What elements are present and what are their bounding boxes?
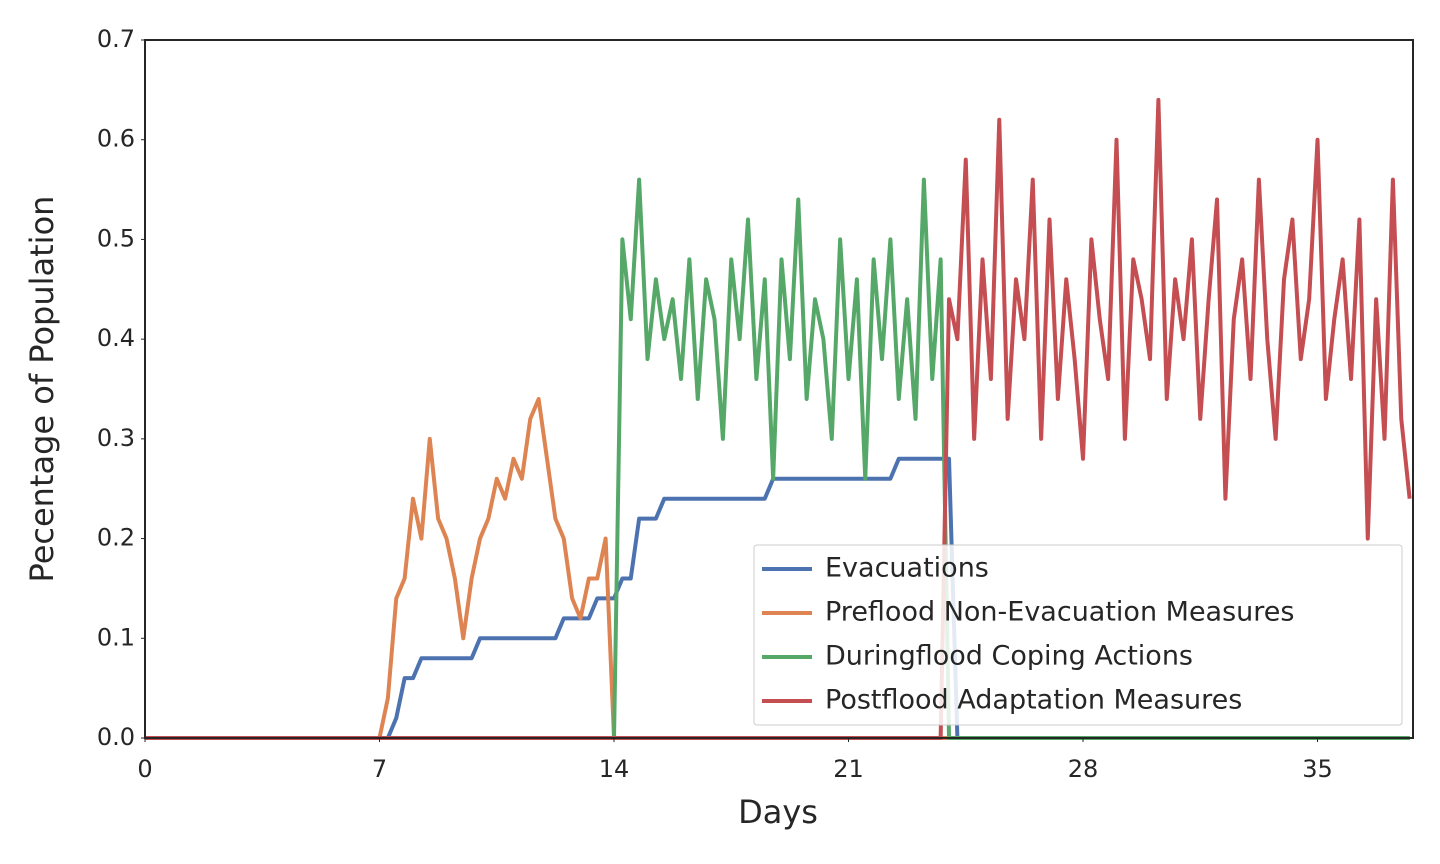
x-tick-label: 7	[372, 755, 387, 783]
x-axis-label: Days	[738, 793, 818, 831]
y-tick-label: 0.7	[97, 25, 135, 53]
y-tick-label: 0.6	[97, 125, 135, 153]
legend-box	[753, 544, 1403, 726]
plot-frame	[144, 39, 1414, 739]
y-tick-label: 0.3	[97, 424, 135, 452]
x-tick-label: 21	[833, 755, 864, 783]
legend-label: Evacuations	[825, 553, 989, 584]
y-tick-label: 0.4	[97, 324, 135, 352]
y-axis-label: Pecentage of Population	[23, 196, 61, 583]
y-tick-label: 0.1	[97, 623, 135, 651]
legend-label: Preflood Non-Evacuation Measures	[825, 597, 1294, 628]
x-tick-label: 35	[1302, 755, 1333, 783]
x-tick-label: 28	[1068, 755, 1099, 783]
x-tick-label: 14	[599, 755, 630, 783]
y-tick-label: 0.5	[97, 224, 135, 252]
legend-label: Postflood Adaptation Measures	[825, 685, 1242, 716]
y-tick-label: 0.2	[97, 524, 135, 552]
x-tick-label: 0	[137, 755, 152, 783]
legend-label: Duringflood Coping Actions	[825, 641, 1193, 672]
y-tick-label: 0.0	[97, 723, 135, 751]
